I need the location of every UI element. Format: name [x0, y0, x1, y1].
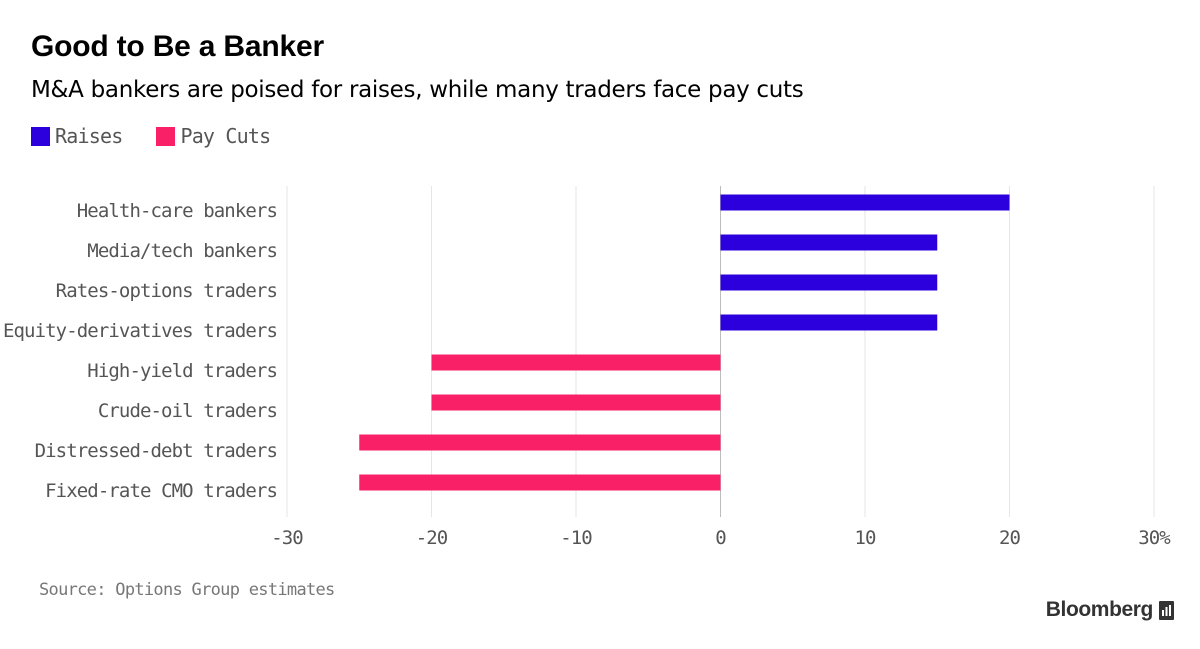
chart-title: Good to Be a Banker — [31, 30, 324, 63]
category-label: Media/tech bankers — [87, 240, 277, 262]
bar-distressed-debt-traders — [359, 434, 721, 451]
x-tick-label: -30 — [271, 527, 303, 549]
x-tick-label: 0 — [715, 527, 726, 549]
bar-media-tech-bankers — [720, 234, 938, 251]
chart-subtitle: M&A bankers are poised for raises, while… — [31, 77, 804, 103]
category-label: High-yield traders — [87, 360, 277, 382]
x-tick-label: 20 — [999, 527, 1021, 549]
legend-label-raises: Raises — [55, 124, 123, 148]
brand-logo: Bloomberg — [1046, 598, 1174, 622]
bars — [359, 194, 1010, 491]
bar-crude-oil-traders — [431, 394, 721, 411]
legend-item-raises: Raises — [31, 124, 123, 148]
bar-fixed-rate-cmo-traders — [359, 474, 721, 491]
category-label: Distressed-debt traders — [35, 440, 277, 462]
category-label: Health-care bankers — [77, 200, 277, 222]
bar-rates-options-traders — [720, 274, 938, 291]
grid — [286, 186, 1155, 517]
x-tick-label: -10 — [560, 527, 592, 549]
source-note: Source: Options Group estimates — [39, 580, 335, 600]
brand-wordmark: Bloomberg — [1045, 598, 1154, 621]
legend-label-pay-cuts: Pay Cuts — [180, 124, 271, 148]
legend-item-pay-cuts: Pay Cuts — [156, 124, 271, 148]
legend: Raises Pay Cuts — [31, 124, 304, 148]
category-labels: Health-care bankers Media/tech bankers Rat… — [3, 200, 278, 502]
x-axis-ticks: -30 -20 -10 0 10 20 30% — [271, 527, 1172, 549]
bar-high-yield-traders — [431, 354, 721, 371]
x-tick-label: 30% — [1138, 527, 1171, 549]
bar-health-care-bankers — [720, 194, 1010, 211]
bloomberg-chart-icon — [1159, 600, 1174, 620]
category-label: Crude-oil traders — [98, 400, 277, 422]
x-tick-label: -20 — [416, 527, 448, 549]
x-tick-label: 10 — [854, 527, 876, 549]
category-label: Fixed-rate CMO traders — [45, 480, 277, 502]
legend-swatch-pay-cuts — [156, 126, 176, 146]
category-label: Rates-options traders — [56, 280, 277, 302]
category-label: Equity-derivatives traders — [3, 320, 277, 342]
bar-equity-derivatives-traders — [720, 314, 938, 331]
legend-swatch-raises — [31, 126, 50, 146]
